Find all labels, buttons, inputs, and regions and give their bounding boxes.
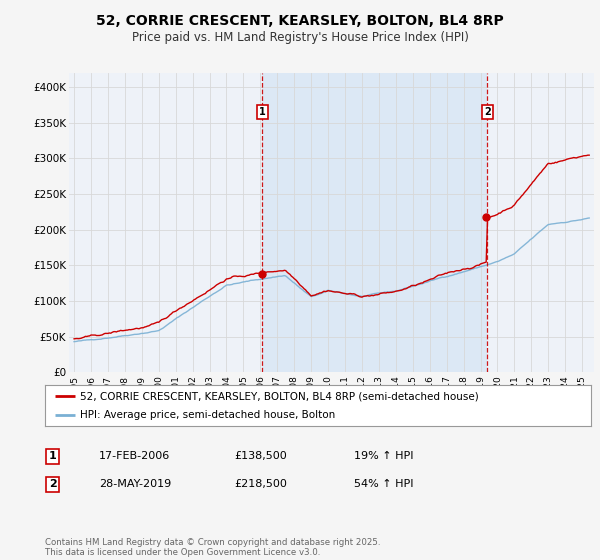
Text: 17-FEB-2006: 17-FEB-2006 — [99, 451, 170, 461]
Text: 1: 1 — [49, 451, 56, 461]
Text: 2: 2 — [484, 107, 491, 116]
Text: Contains HM Land Registry data © Crown copyright and database right 2025.
This d: Contains HM Land Registry data © Crown c… — [45, 538, 380, 557]
Bar — [262, 73, 487, 372]
Text: £138,500: £138,500 — [234, 451, 287, 461]
Text: 28-MAY-2019: 28-MAY-2019 — [99, 479, 171, 489]
Text: Price paid vs. HM Land Registry's House Price Index (HPI): Price paid vs. HM Land Registry's House … — [131, 31, 469, 44]
Text: 52, CORRIE CRESCENT, KEARSLEY, BOLTON, BL4 8RP (semi-detached house): 52, CORRIE CRESCENT, KEARSLEY, BOLTON, B… — [80, 391, 479, 401]
Text: 1: 1 — [259, 107, 266, 116]
Text: 19% ↑ HPI: 19% ↑ HPI — [354, 451, 413, 461]
Text: 54% ↑ HPI: 54% ↑ HPI — [354, 479, 413, 489]
Text: £218,500: £218,500 — [234, 479, 287, 489]
Text: 52, CORRIE CRESCENT, KEARSLEY, BOLTON, BL4 8RP: 52, CORRIE CRESCENT, KEARSLEY, BOLTON, B… — [96, 14, 504, 28]
Text: HPI: Average price, semi-detached house, Bolton: HPI: Average price, semi-detached house,… — [80, 410, 336, 419]
Text: 2: 2 — [49, 479, 56, 489]
